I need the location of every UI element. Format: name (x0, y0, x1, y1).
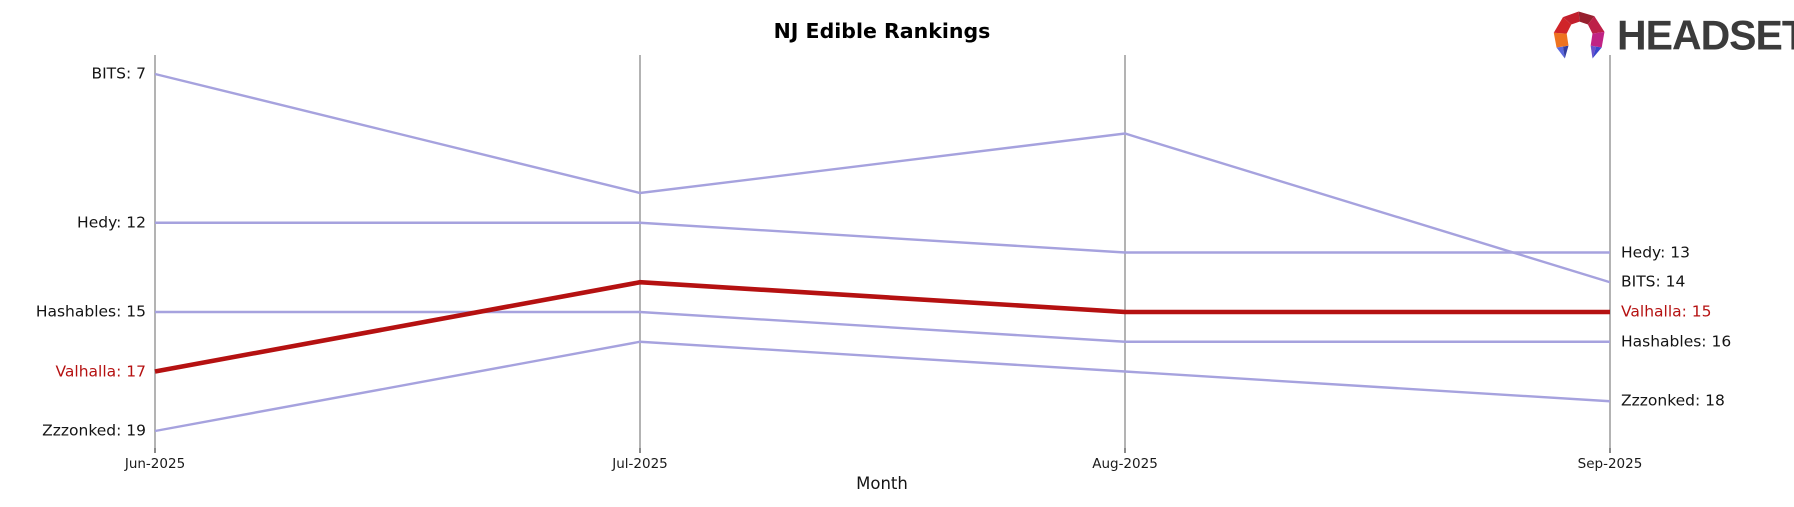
x-tick-label-sep-2025: Sep-2025 (1577, 456, 1643, 472)
endpoint-label-right-valhalla: Valhalla: 15 (1621, 302, 1712, 321)
endpoint-label-left-zzzonked: Zzzonked: 19 (42, 421, 146, 440)
x-axis-title: Month (856, 474, 908, 493)
series-line-bits (154, 72, 1611, 284)
endpoint-label-right-hashables: Hashables: 16 (1621, 332, 1732, 350)
headset-logo-icon (1553, 11, 1605, 59)
chart-title: NJ Edible Rankings (773, 19, 991, 43)
series-line-valhalla (154, 279, 1610, 374)
headset-logo: HEADSET (1551, 6, 1794, 64)
endpoint-label-left-valhalla: Valhalla: 17 (55, 361, 146, 380)
series-line-zzzonked (154, 340, 1611, 433)
endpoint-label-left-hashables: Hashables: 15 (35, 302, 146, 321)
endpoint-label-left-bits: BITS: 7 (91, 64, 146, 83)
x-tick-label-jul-2025: Jul-2025 (612, 456, 668, 472)
series-line-hedy (155, 221, 1610, 254)
endpoint-label-right-bits: BITS: 14 (1621, 272, 1686, 291)
endpoint-label-right-zzzonked: Zzzonked: 18 (1621, 391, 1725, 410)
x-tick-label-jun-2025: Jun-2025 (124, 456, 186, 472)
x-tick-label-aug-2025: Aug-2025 (1092, 456, 1158, 472)
endpoint-label-left-hedy: Hedy: 12 (77, 213, 146, 231)
series-line-hashables (155, 310, 1610, 343)
headset-logo-text: HEADSET (1617, 11, 1794, 58)
endpoint-label-right-hedy: Hedy: 13 (1621, 242, 1690, 261)
